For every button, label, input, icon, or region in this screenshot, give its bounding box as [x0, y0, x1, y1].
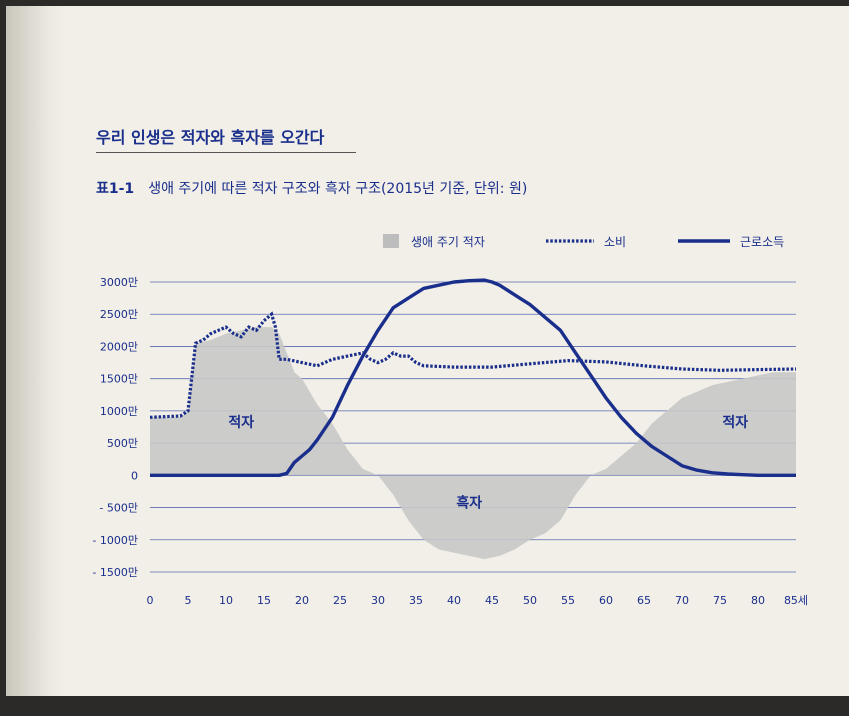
y-tick-label: - 1500만 — [92, 566, 138, 579]
figure-caption-text: 생애 주기에 따른 적자 구조와 흑자 구조(2015년 기준, 단위: 원) — [148, 181, 528, 197]
y-tick-label: - 1000만 — [92, 534, 138, 547]
figure-caption: 표1-1 생애 주기에 따른 적자 구조와 흑자 구조(2015년 기준, 단위:… — [96, 178, 527, 198]
x-tick-label: 35 — [409, 594, 423, 607]
x-tick-label: 25 — [333, 594, 347, 607]
y-tick-label: 2000만 — [100, 340, 138, 353]
x-tick-label: 30 — [371, 594, 385, 607]
legend-label: 소비 — [604, 235, 626, 249]
x-tick-label: 55 — [561, 594, 575, 607]
y-tick-label: 500만 — [107, 437, 138, 450]
x-tick-label: 85세 — [784, 594, 808, 607]
y-tick-label: 3000만 — [100, 276, 138, 289]
x-tick-label: 20 — [295, 594, 309, 607]
y-axis-ticks: 3000만 2500만 2000만 1500만 1000만 500만 0 - 500만 - 10… — [92, 276, 138, 579]
lifecycle-deficit-area — [150, 327, 796, 560]
x-tick-label: 50 — [523, 594, 537, 607]
legend-label: 근로소득 — [740, 235, 784, 249]
y-tick-label: 2500만 — [100, 308, 138, 321]
x-tick-label: 60 — [599, 594, 613, 607]
y-tick-label: 1000만 — [100, 405, 138, 418]
legend-swatch-area — [383, 234, 399, 248]
consumption-line — [149, 311, 797, 419]
x-axis-ticks: 0 5 10 15 20 25 30 35 40 45 50 55 60 65 70 75 80 85세 — [147, 594, 809, 607]
legend-label: 생애 주기 적자 — [411, 235, 485, 249]
x-tick-label: 5 — [185, 594, 192, 607]
x-tick-label: 15 — [257, 594, 271, 607]
chart-legend: 생애 주기 적자 소비 근로소득 — [383, 234, 784, 249]
y-tick-label: 0 — [131, 469, 138, 482]
section-title: 우리 인생은 적자와 흑자를 오간다 — [96, 128, 325, 147]
chart-annotation: 적자 — [228, 414, 254, 431]
y-tick-label: - 500만 — [99, 502, 138, 515]
x-tick-label: 40 — [447, 594, 461, 607]
figure-number: 표1-1 — [96, 181, 135, 197]
book-page: 우리 인생은 적자와 흑자를 오간다 표1-1 생애 주기에 따른 적자 구조와 … — [6, 6, 849, 696]
x-tick-label: 10 — [219, 594, 233, 607]
labor-income-line — [150, 278, 796, 477]
page-spine-shadow — [6, 6, 66, 696]
x-tick-label: 45 — [485, 594, 499, 607]
x-tick-label: 70 — [675, 594, 689, 607]
y-tick-label: 1500만 — [100, 373, 138, 386]
x-tick-label: 75 — [713, 594, 727, 607]
chart-annotation: 적자 — [722, 414, 748, 431]
x-tick-label: 65 — [637, 594, 651, 607]
section-rule — [96, 152, 356, 153]
x-tick-label: 0 — [147, 594, 154, 607]
chart-annotation: 흑자 — [456, 495, 482, 512]
x-tick-label: 80 — [751, 594, 765, 607]
